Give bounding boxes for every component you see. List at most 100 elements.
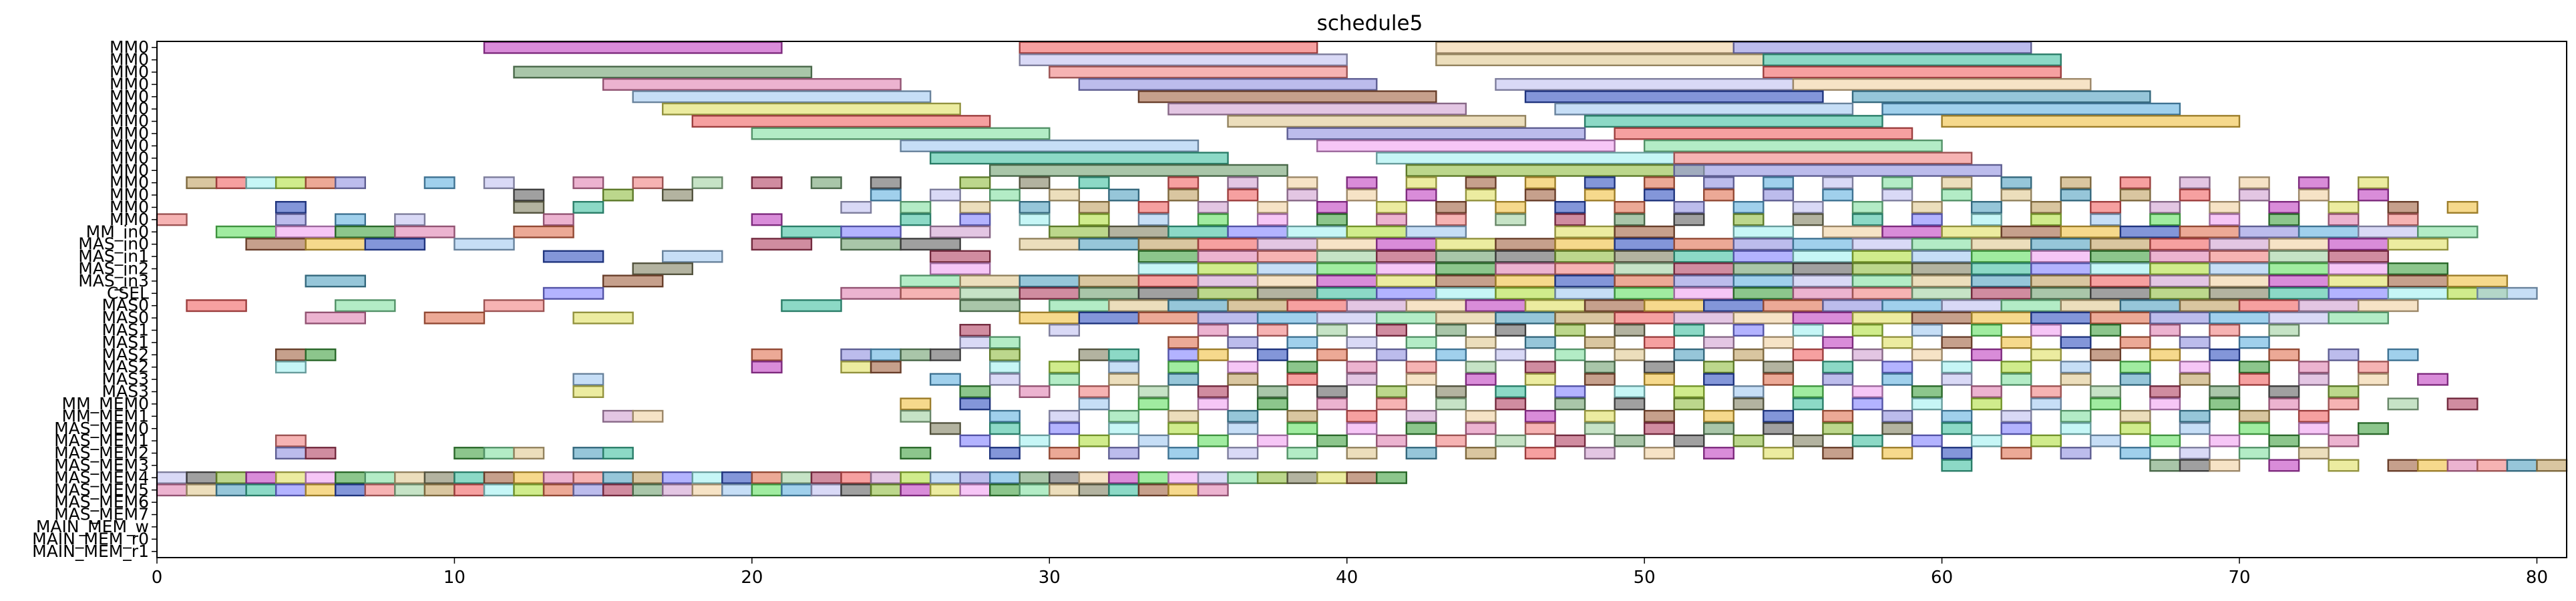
task-bar (1763, 188, 1795, 202)
task-bar (2090, 286, 2151, 300)
y-tick-label: MAS3 (102, 369, 149, 389)
task-bar (572, 200, 604, 214)
task-bar (1167, 483, 1200, 497)
task-bar (900, 348, 932, 361)
task-bar (1792, 250, 1854, 263)
task-bar (2149, 200, 2181, 214)
task-bar (1763, 361, 1795, 374)
task-bar (1049, 324, 1081, 337)
task-bar (2268, 286, 2330, 300)
task-bar (1167, 225, 1229, 238)
task-bar (2149, 238, 2211, 251)
task-bar (989, 373, 1021, 386)
task-bar (751, 361, 783, 374)
task-bar (1346, 447, 1378, 460)
task-bar (870, 176, 902, 190)
y-tick-label: MAS0 (102, 308, 149, 327)
task-bar (364, 471, 396, 484)
task-bar (1346, 422, 1378, 435)
task-bar (1673, 274, 1734, 288)
task-bar (1316, 238, 1378, 251)
task-bar (1792, 348, 1824, 361)
task-bar (1197, 324, 1229, 337)
task-bar (572, 471, 604, 484)
chart-title: schedule5 (1317, 11, 1423, 35)
task-bar (2090, 324, 2122, 337)
task-bar (840, 348, 872, 361)
task-bar (1643, 299, 1705, 313)
task-bar (2387, 459, 2419, 472)
task-bar (2238, 373, 2270, 386)
task-bar (274, 176, 307, 190)
task-bar (1584, 115, 1883, 128)
y-tick-label: MAS_MEM2 (54, 443, 149, 463)
task-bar (1197, 385, 1229, 399)
task-bar (2328, 311, 2389, 325)
task-bar (1256, 213, 1288, 226)
y-tick-label: MM0 (110, 87, 149, 106)
task-bar (870, 483, 902, 497)
task-bar (1316, 286, 1378, 300)
task-bar (1346, 471, 1378, 484)
task-bar (929, 422, 961, 435)
task-bar (1495, 238, 1556, 251)
task-bar (2536, 459, 2568, 472)
task-bar (2149, 274, 2211, 288)
task-bar (1376, 397, 1408, 411)
task-bar (483, 447, 515, 460)
task-bar (1495, 385, 1527, 399)
y-tick-label: MAS_MEM1 (54, 431, 149, 450)
task-bar (2387, 213, 2419, 226)
y-tick-label: MAIN_MEM_w (36, 517, 149, 536)
task-bar (1256, 471, 1288, 484)
task-bar (1078, 385, 1110, 399)
task-bar (274, 225, 337, 238)
task-bar (691, 483, 723, 497)
y-tick-label: MAS3 (102, 382, 149, 401)
task-bar (1792, 434, 1824, 447)
task-bar (2149, 459, 2181, 472)
task-bar (1316, 311, 1378, 325)
task-bar (1286, 188, 1318, 202)
task-bar (900, 238, 961, 251)
task-bar (1376, 213, 1408, 226)
task-bar (1405, 225, 1467, 238)
task-bar (1078, 213, 1110, 226)
y-tick-label: MM_MEM0 (62, 394, 149, 413)
task-bar (1465, 422, 1497, 435)
task-bar (1197, 200, 1229, 214)
task-bar (2268, 262, 2330, 275)
task-bar (2060, 361, 2092, 374)
task-bar (305, 274, 367, 288)
task-bar (1881, 188, 1913, 202)
task-bar (1970, 311, 2032, 325)
task-bar (989, 447, 1021, 460)
task-bar (1732, 311, 1795, 325)
task-bar (1614, 262, 1675, 275)
task-bar (1822, 361, 1854, 374)
task-bar (2060, 225, 2122, 238)
task-bar (2000, 188, 2032, 202)
task-bar (900, 200, 932, 214)
task-bar (1970, 250, 2032, 263)
task-bar (483, 176, 515, 190)
task-bar (870, 361, 902, 374)
task-bar (1495, 324, 1527, 337)
task-bar (1019, 41, 1318, 54)
task-bar (2119, 188, 2151, 202)
task-bar (1643, 373, 1675, 386)
x-tick-label: 0 (152, 568, 163, 588)
task-bar (959, 324, 991, 337)
task-bar (959, 434, 991, 447)
task-bar (2209, 459, 2241, 472)
task-bar (1554, 102, 1854, 116)
task-bar (1763, 422, 1795, 435)
task-bar (1732, 397, 1765, 411)
task-bar (2417, 459, 2449, 472)
task-bar (1614, 127, 1913, 140)
y-tick-label: MM0 (110, 37, 149, 57)
task-bar (2357, 299, 2419, 313)
task-bar (2179, 447, 2211, 460)
task-bar (1376, 324, 1408, 337)
task-bar (394, 483, 426, 497)
